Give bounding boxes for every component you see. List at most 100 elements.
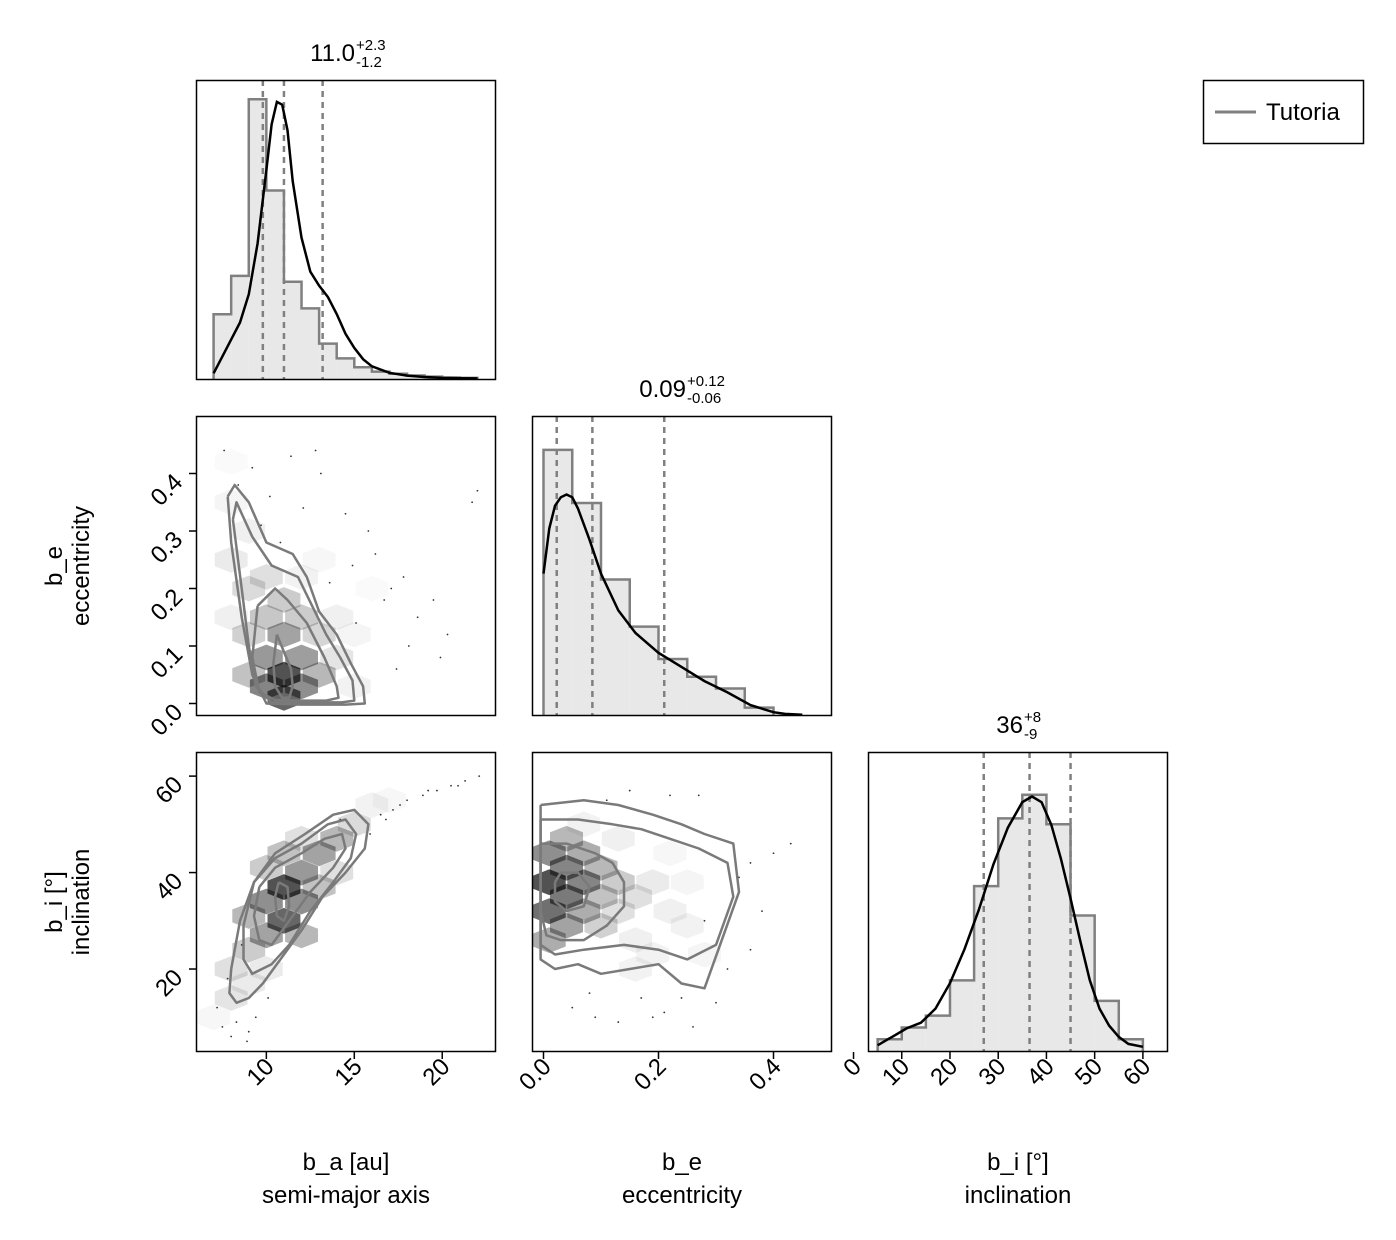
xlabel-b_a: b_a [au] (303, 1149, 390, 1176)
hexbin (355, 792, 389, 818)
hist-bar-b_i (998, 818, 1023, 1051)
scatter-point (379, 813, 382, 816)
scatter-point (421, 794, 424, 797)
x-tick-label: 40 (1022, 1053, 1060, 1091)
scatter-point (344, 512, 347, 515)
scatter-point (680, 997, 683, 999)
title-b_e-minus: -0.06 (687, 390, 721, 407)
scatter-point (221, 1025, 224, 1028)
title-b_i-minus: -9 (1024, 726, 1037, 743)
title-b_e: 0.09 (639, 376, 686, 403)
scatter-point (290, 455, 292, 458)
scatter-point (471, 501, 474, 504)
x-tick-label: 0.4 (744, 1053, 787, 1096)
contour-level-2 (252, 832, 347, 947)
hexbin (285, 644, 318, 671)
xsublabel-b_a: semi-major axis (262, 1182, 430, 1209)
contour-level-2 (539, 842, 626, 942)
scatter-point (703, 919, 706, 922)
contour-level-3 (242, 818, 358, 976)
y-tick-label: 0.4 (146, 469, 189, 512)
legend: Tutoria (1202, 79, 1365, 145)
hexbin (567, 869, 601, 896)
hexbin (249, 564, 283, 590)
scatter-point (749, 862, 752, 864)
scatter-point (406, 799, 408, 802)
contour-level-1 (272, 634, 294, 700)
pair-panel-b_a-b_e (214, 449, 479, 711)
scatter-point (314, 449, 317, 452)
hexbin (302, 661, 336, 688)
scatter-point (571, 1006, 574, 1009)
hist-bar-b_e (716, 688, 745, 715)
scatter-point (355, 622, 357, 624)
scatter-point (476, 489, 479, 492)
hist-bar-b_a (371, 371, 390, 379)
scatter-point (223, 449, 226, 452)
hexbin (550, 912, 583, 939)
hexbin (619, 883, 652, 910)
hexbin (285, 859, 318, 886)
scatter-point (374, 553, 377, 555)
scatter-point (254, 1016, 257, 1019)
hexbin (567, 898, 601, 925)
hexbin (584, 883, 618, 910)
scatter-point (251, 466, 254, 469)
hexbin (550, 854, 583, 881)
hist-bar-b_a (336, 358, 355, 379)
x-tick-label: 20 (925, 1053, 963, 1091)
hexbin (285, 673, 318, 700)
scatter-point (464, 780, 466, 782)
xlabel-b_e: b_e (662, 1149, 702, 1176)
x-tick-label: 30 (973, 1053, 1011, 1091)
scatter-point (761, 910, 763, 913)
x-tick-label: 60 (1118, 1053, 1156, 1091)
scatter-point (669, 794, 671, 797)
scatter-point (279, 541, 282, 544)
scatter-point (395, 668, 398, 670)
x-tick-label: 15 (330, 1053, 368, 1091)
scatter-point (715, 1001, 717, 1004)
x-tick-label: 10 (242, 1053, 280, 1091)
panel-frame (195, 79, 497, 381)
hist-bar-b_i (949, 980, 975, 1051)
scatter-point (446, 633, 449, 636)
x-tick-label: 0.0 (514, 1053, 557, 1096)
scatter-point (385, 818, 387, 821)
scatter-point (392, 808, 394, 811)
scatter-point (697, 794, 700, 797)
scatter-point (478, 775, 481, 778)
hexbin (654, 840, 687, 866)
hexbin (567, 811, 601, 838)
hist-bar-b_i (1046, 824, 1071, 1051)
scatter-point (302, 507, 305, 509)
hexbin (653, 898, 687, 925)
scatter-point (789, 842, 792, 845)
diag-panel-b_e (542, 416, 803, 715)
hist-step-b_e (542, 448, 775, 715)
xlabel-b_i: b_i [°] (987, 1149, 1049, 1176)
hexbin (214, 985, 248, 1011)
scatter-point (407, 645, 410, 647)
ylabel-b_e: b_e (41, 546, 68, 586)
pair-panel-b_e-b_i (532, 789, 792, 1028)
scatter-point (226, 977, 229, 980)
scatter-point (432, 599, 435, 601)
title-b_i: 36 (996, 712, 1023, 739)
y-tick-label: 60 (150, 771, 188, 809)
scatter-point (416, 616, 419, 619)
contour-level-4 (228, 808, 370, 1005)
contour-level-4 (226, 483, 367, 706)
scatter-point (772, 852, 775, 855)
scatter-point (439, 656, 442, 659)
hexbin (285, 825, 318, 852)
scatter-point (246, 1040, 248, 1043)
y-tick-label: 0.2 (146, 584, 189, 627)
hexbin (688, 941, 721, 968)
x-tick-label: 50 (1070, 1053, 1108, 1091)
scatter-point (328, 581, 331, 584)
hist-bar-b_a (266, 190, 284, 379)
panel-frame (531, 751, 833, 1053)
kde-line-b_i (876, 795, 1144, 1049)
hexbin (601, 869, 635, 896)
